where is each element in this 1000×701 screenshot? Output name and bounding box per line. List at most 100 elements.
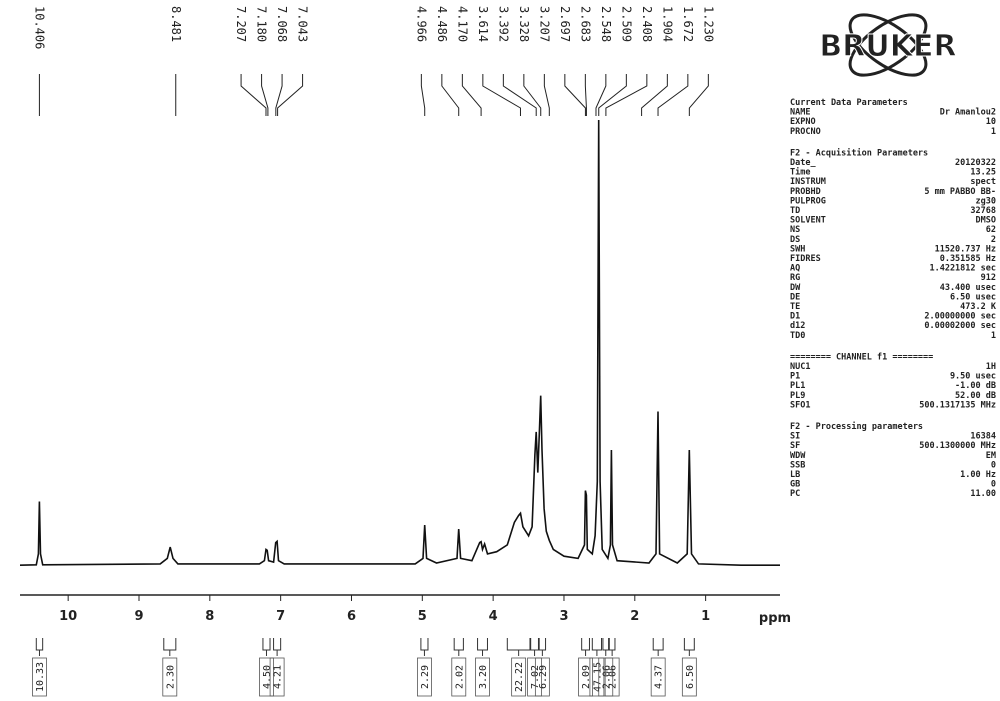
param-value: Dr Amanlou2 <box>940 108 996 118</box>
integral-bracket <box>591 638 603 656</box>
integral-label: 4.21 <box>273 665 284 689</box>
param-value: spect <box>970 177 996 187</box>
peak-label: 3.392 <box>496 6 510 42</box>
x-tick-label: 6 <box>347 609 356 624</box>
integral-box <box>589 657 605 697</box>
x-tick-label: 4 <box>489 609 498 624</box>
param-group-title: ======== CHANNEL f1 ======== <box>790 352 933 362</box>
peak-label: 7.207 <box>234 6 248 42</box>
integral-label: 2.29 <box>420 665 431 689</box>
integral-bracket <box>35 638 44 656</box>
param-name: SWH <box>790 244 805 254</box>
param-name: TE <box>790 302 800 312</box>
param-name: PULPROG <box>790 196 826 206</box>
x-tick-label: 7 <box>276 609 285 624</box>
param-value: -1.00 dB <box>955 381 996 391</box>
param-group-title: Current Data Parameters <box>790 98 908 108</box>
param-value: 11.00 <box>970 489 996 499</box>
integral-bracket <box>581 638 590 656</box>
param-value: 1.4221812 sec <box>929 264 996 274</box>
integral-bracket <box>262 638 271 656</box>
param-value: 0.351585 Hz <box>940 254 996 264</box>
param-name: AQ <box>790 264 800 274</box>
param-name: GB <box>790 480 800 490</box>
param-name: P1 <box>790 372 800 382</box>
integral-box <box>259 657 274 697</box>
peak-label: 8.481 <box>169 6 183 42</box>
param-value: 500.1317135 MHz <box>919 400 996 410</box>
param-value: 6.50 usec <box>950 292 996 302</box>
x-tick-label: 5 <box>418 609 427 624</box>
param-value: 2 <box>991 235 996 245</box>
x-tick-label: 1 <box>701 609 710 624</box>
peak-label: 2.509 <box>619 6 633 42</box>
param-value: 20120322 <box>955 158 996 168</box>
peak-leader <box>584 74 587 116</box>
peak-label: 7.043 <box>296 6 310 42</box>
param-value: 32768 <box>970 206 996 216</box>
peak-label: 1.230 <box>701 6 715 42</box>
integral-label: 2.06 <box>608 665 619 689</box>
integral-label: 2.30 <box>165 665 176 689</box>
peak-leader <box>277 74 304 116</box>
param-value: 11520.737 Hz <box>935 244 996 254</box>
param-name: PROBHD <box>790 187 821 197</box>
peak-label: 4.486 <box>435 6 449 42</box>
integral-bracket <box>420 638 429 656</box>
peak-leader <box>605 74 648 116</box>
integral-label: 47.15 <box>592 662 603 692</box>
integral-box <box>534 657 550 697</box>
integral-label: 3.20 <box>478 665 489 689</box>
integral-box <box>451 657 467 697</box>
peak-label: 7.180 <box>255 6 269 42</box>
param-name: EXPNO <box>790 117 816 127</box>
param-value: 52.00 dB <box>955 391 996 401</box>
integral-box <box>604 657 620 697</box>
peak-leader <box>461 74 482 116</box>
peak-leader <box>261 74 269 116</box>
param-value: 62 <box>986 225 996 235</box>
param-value: 0.00002000 sec <box>924 321 996 331</box>
peak-label: 3.328 <box>517 6 531 42</box>
param-name: FIDRES <box>790 254 821 264</box>
integral-bracket <box>602 638 610 656</box>
peak-leader <box>598 74 627 116</box>
peak-leader <box>275 74 283 116</box>
param-name: TD <box>790 206 800 216</box>
param-name: PL9 <box>790 391 805 401</box>
integral-bracket <box>608 638 616 656</box>
logo-text: BRUKER <box>819 29 956 64</box>
peak-leader <box>688 74 709 116</box>
integral-box <box>162 657 178 697</box>
param-name: Time <box>790 167 810 178</box>
peak-leader <box>482 74 521 116</box>
param-value: 5 mm PABBO BB- <box>924 187 996 197</box>
param-value: 0 <box>991 480 996 490</box>
peak-leader <box>420 74 426 116</box>
param-name: SOLVENT <box>790 216 826 226</box>
peak-leader <box>441 74 460 116</box>
integral-box <box>32 657 47 697</box>
integral-bracket <box>530 638 539 656</box>
integral-label: 4.37 <box>654 665 665 689</box>
integral-label: 2.09 <box>581 665 592 689</box>
param-value: 13.25 <box>970 168 996 178</box>
param-name: NS <box>790 225 800 235</box>
param-value: 0 <box>991 460 996 470</box>
peak-leader <box>657 74 689 116</box>
param-value: 1 <box>991 127 996 137</box>
peak-label: 4.170 <box>455 6 469 42</box>
x-tick-label: 10 <box>59 609 77 624</box>
peak-leader <box>595 74 607 116</box>
x-tick-label: 8 <box>205 609 214 624</box>
peak-label: 2.408 <box>640 6 654 42</box>
param-name: DS <box>790 235 800 245</box>
param-value: zg30 <box>976 196 996 206</box>
param-value: 473.2 K <box>960 302 997 312</box>
peak-label: 10.406 <box>32 6 46 49</box>
param-name: NUC1 <box>790 362 810 372</box>
param-value: 500.1300000 MHz <box>919 441 996 451</box>
integral-label: 2.06 <box>601 665 612 689</box>
spectrum-line <box>19 119 780 566</box>
